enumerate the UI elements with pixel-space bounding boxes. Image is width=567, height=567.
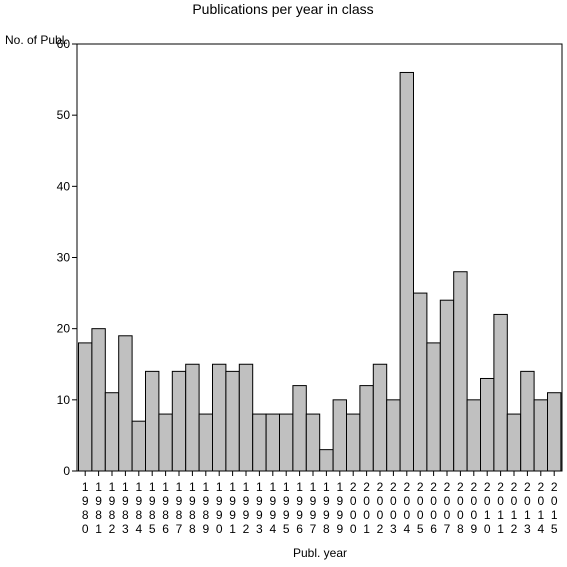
bar-1984 <box>131 420 147 472</box>
bar-1988 <box>185 363 200 472</box>
bar-1986 <box>158 413 173 472</box>
bar-1993 <box>252 413 267 472</box>
bar-1992 <box>238 363 254 472</box>
y-axis-label: No. of Publ. <box>5 33 68 47</box>
y-tick-label: 60 <box>57 37 71 51</box>
bar-2014 <box>533 399 548 472</box>
bar-1989 <box>198 413 214 472</box>
bar-1991 <box>225 370 240 472</box>
bar-1985 <box>145 370 160 472</box>
bar-2013 <box>520 370 535 472</box>
y-tick-label: 40 <box>57 179 71 193</box>
bar-2003 <box>386 399 401 472</box>
plot-frame <box>76 43 563 472</box>
y-tick-label: 20 <box>57 322 71 336</box>
bar-1997 <box>305 413 321 472</box>
y-tick-label: 0 <box>63 464 70 478</box>
bar-1987 <box>171 370 187 472</box>
bar-1982 <box>104 392 120 472</box>
y-axis: 0 10 20 30 40 50 60 <box>57 37 77 478</box>
bar-2000 <box>346 413 361 472</box>
bar-2004 <box>399 71 415 472</box>
bar-1998 <box>319 449 334 472</box>
bar-2002 <box>372 363 388 472</box>
bar-1981 <box>91 328 106 472</box>
bar-2010 <box>480 377 495 472</box>
bar-2015 <box>547 392 562 472</box>
x-axis: 1 9 8 0 1 9 8 1 1 9 8 2 1 9 8 3 1 9 8 4 1 9 8 5 1 9 8 6 1 9 8 7 1 9 8 8 1 9 8 9… <box>82 471 558 536</box>
chart-title: Publications per year in class <box>192 1 373 17</box>
bar-2007 <box>439 299 455 472</box>
bar-1990 <box>212 363 227 472</box>
bar-1983 <box>118 335 133 472</box>
bar-2001 <box>359 385 374 472</box>
y-tick-label: 10 <box>57 393 71 407</box>
y-tick-label: 50 <box>57 108 71 122</box>
bar-1995 <box>279 413 294 472</box>
bar-1994 <box>265 413 281 472</box>
bar-1980 <box>78 342 93 472</box>
bar-2005 <box>413 292 428 472</box>
bar-2012 <box>506 413 522 472</box>
bar-2009 <box>466 399 482 472</box>
bar-1999 <box>332 399 348 472</box>
y-tick-label: 30 <box>57 251 71 265</box>
bars-group <box>78 71 562 472</box>
x-axis-label: Publ. year <box>293 546 347 560</box>
bar-2011 <box>493 313 508 472</box>
bar-1996 <box>292 385 307 472</box>
bar-2008 <box>453 271 468 472</box>
bar-2006 <box>426 342 441 472</box>
